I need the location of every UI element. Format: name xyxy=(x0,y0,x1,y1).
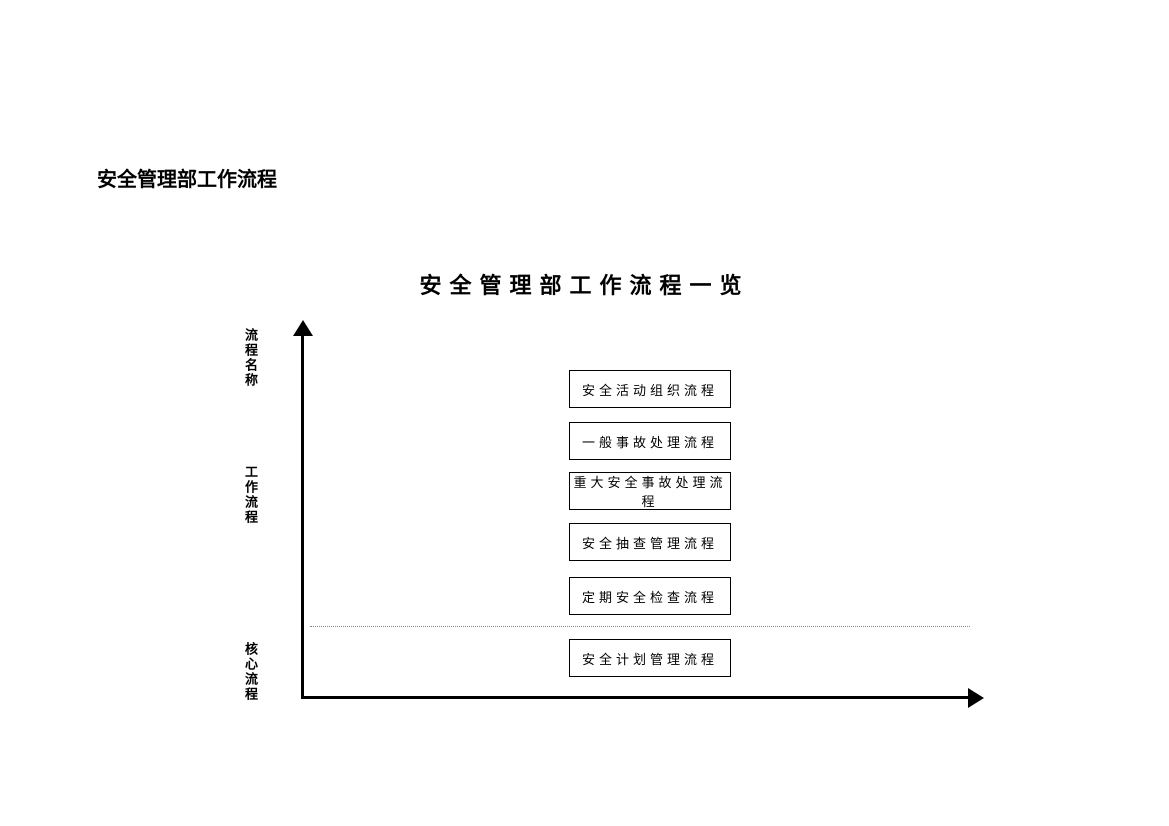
y-axis-arrow-icon xyxy=(293,320,313,336)
divider-line xyxy=(310,626,970,627)
process-box: 重大安全事故处理流程 xyxy=(569,472,731,510)
x-axis-line xyxy=(301,696,970,699)
chart-title: 安全管理部工作流程一览 xyxy=(419,268,749,300)
process-box: 安全计划管理流程 xyxy=(569,639,731,677)
y-axis-line xyxy=(301,330,304,699)
process-box: 安全活动组织流程 xyxy=(569,370,731,408)
process-box: 一般事故处理流程 xyxy=(569,422,731,460)
process-box: 安全抽查管理流程 xyxy=(569,523,731,561)
page-title: 安全管理部工作流程 xyxy=(97,163,277,192)
y-axis-label: 流程名称 xyxy=(241,328,260,388)
y-axis-label: 核心流程 xyxy=(241,642,260,702)
y-axis-label: 工作流程 xyxy=(241,465,260,525)
process-box: 定期安全检查流程 xyxy=(569,577,731,615)
x-axis-arrow-icon xyxy=(968,688,984,708)
